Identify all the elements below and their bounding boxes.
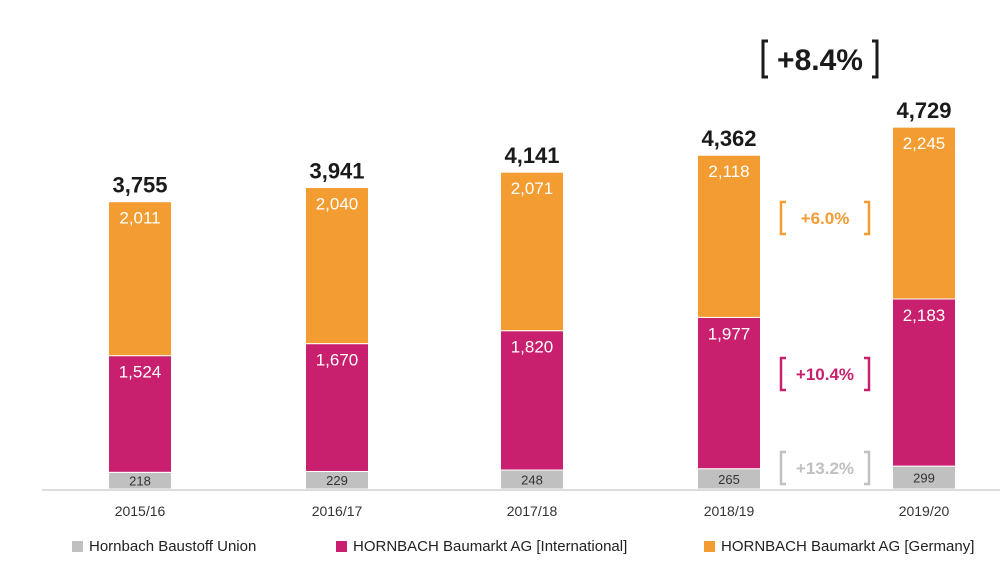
bracket-right-germany <box>864 200 871 236</box>
bar-international-2018-19 <box>697 316 761 470</box>
growth-label-total: +8.4% <box>777 44 863 77</box>
data-label-international-2015-16: 1,524 <box>119 363 162 382</box>
data-label-baustoff-2015-16: 218 <box>129 474 151 489</box>
bar-germany-2018-19 <box>697 154 761 318</box>
bracket-left-total <box>761 39 768 79</box>
total-label-2019-20: 4,729 <box>896 98 951 123</box>
category-label-2019-20: 2019/20 <box>899 503 950 519</box>
category-label-2015-16: 2015/16 <box>115 503 166 519</box>
bracket-left-baustoff <box>779 450 786 486</box>
bars-group: 218 1,524 2,011 3,755 2015/16 229 1,670 2,040 3,… <box>108 98 956 519</box>
data-label-germany-2019-20: 2,245 <box>903 134 946 153</box>
legend-swatch-germany <box>704 541 715 552</box>
bar-international-2016-17 <box>305 343 369 472</box>
category-label-2017-18: 2017/18 <box>507 503 558 519</box>
bracket-left-germany <box>779 200 786 236</box>
data-label-baustoff-2018-19: 265 <box>718 472 740 487</box>
bar-germany-2017-18 <box>500 171 564 332</box>
growth-label-baustoff: +13.2% <box>796 459 854 478</box>
bracket-right-baustoff <box>864 450 871 486</box>
data-label-international-2019-20: 2,183 <box>903 306 946 325</box>
data-label-international-2016-17: 1,670 <box>316 351 359 370</box>
legend-label-international: HORNBACH Baumarkt AG [International] <box>353 538 628 555</box>
category-label-2018-19: 2018/19 <box>704 503 755 519</box>
category-label-2016-17: 2016/17 <box>312 503 363 519</box>
bar-international-2019-20 <box>892 298 956 467</box>
legend-label-baustoff: Hornbach Baustoff Union <box>89 538 257 555</box>
data-label-germany-2018-19: 2,118 <box>708 162 749 181</box>
data-label-germany-2015-16: 2,011 <box>119 209 160 228</box>
data-label-baustoff-2019-20: 299 <box>913 471 935 486</box>
legend-swatch-international <box>336 541 347 552</box>
legend-item-baustoff: Hornbach Baustoff Union <box>72 538 256 555</box>
data-label-baustoff-2016-17: 229 <box>326 473 348 488</box>
legend-item-germany: HORNBACH Baumarkt AG [Germany] <box>704 538 974 555</box>
data-label-germany-2017-18: 2,071 <box>511 179 554 198</box>
growth-label-international: +10.4% <box>796 365 854 384</box>
total-label-2015-16: 3,755 <box>112 173 167 198</box>
total-label-2018-19: 4,362 <box>701 126 756 151</box>
total-label-2017-18: 4,141 <box>504 143 559 168</box>
data-label-international-2017-18: 1,820 <box>511 338 554 357</box>
total-label-2016-17: 3,941 <box>309 158 364 183</box>
growth-annotations: +8.4% +6.0% +10.4% +13.2% <box>761 39 879 486</box>
bar-germany-2019-20 <box>892 126 956 300</box>
legend: Hornbach Baustoff Union HORNBACH Baumark… <box>0 538 1000 562</box>
bar-germany-2015-16 <box>108 201 172 357</box>
data-label-international-2018-19: 1,977 <box>708 324 751 343</box>
legend-label-germany: HORNBACH Baumarkt AG [Germany] <box>721 538 975 555</box>
bar-international-2015-16 <box>108 355 172 473</box>
data-label-germany-2016-17: 2,040 <box>316 194 359 213</box>
growth-label-germany: +6.0% <box>801 209 850 228</box>
bracket-left-international <box>779 356 786 392</box>
legend-swatch-baustoff <box>72 541 83 552</box>
bar-international-2017-18 <box>500 330 564 471</box>
bracket-right-total <box>872 39 879 79</box>
bar-germany-2016-17 <box>305 186 369 345</box>
legend-item-international: HORNBACH Baumarkt AG [International] <box>336 538 627 555</box>
data-label-baustoff-2017-18: 248 <box>521 473 543 488</box>
bracket-right-international <box>864 356 871 392</box>
